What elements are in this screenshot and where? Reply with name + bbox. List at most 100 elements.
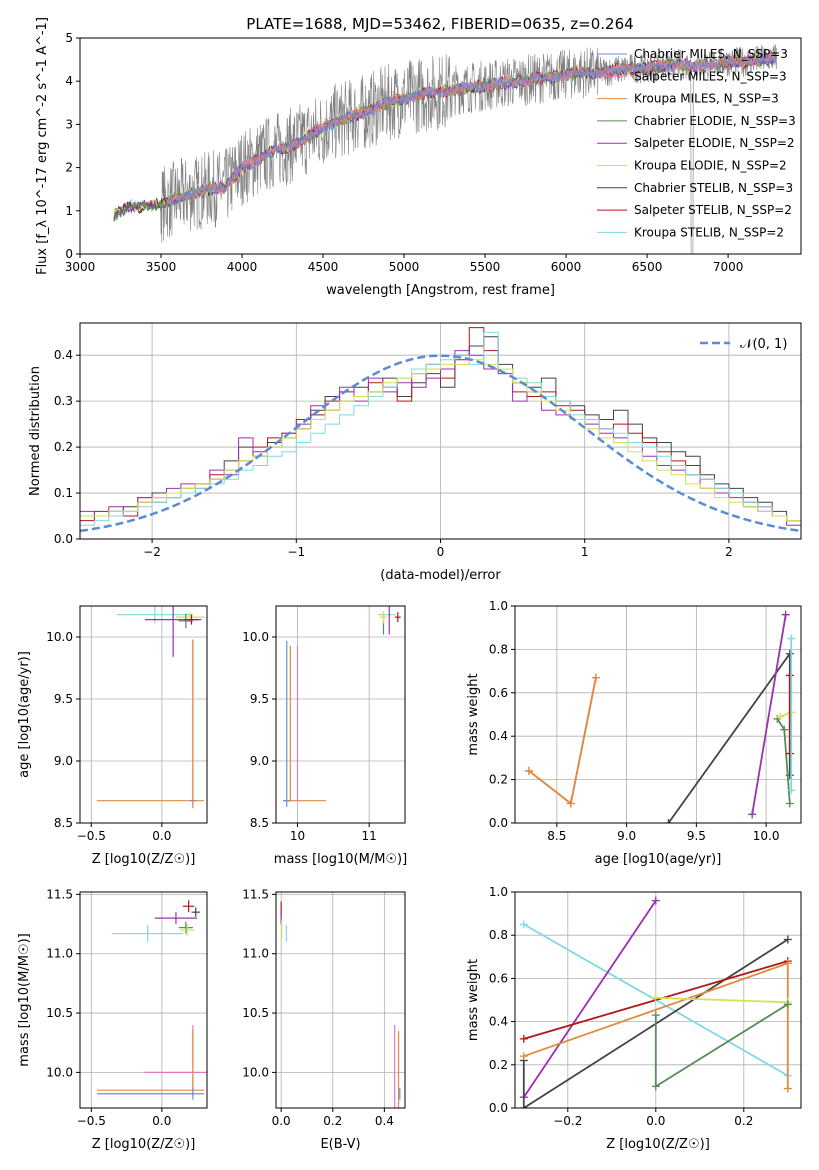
weight-marker [519, 1052, 528, 1061]
y-tick-label: 11.5 [46, 887, 73, 901]
x-tick-label: 5500 [470, 260, 501, 274]
weight-marker [519, 1104, 528, 1108]
legend-label: Kroupa ELODIE, N_SSP=2 [634, 159, 787, 173]
x-tick-label: −2 [143, 545, 161, 559]
weight-marker [651, 1082, 660, 1091]
x-tick-label: 1 [581, 545, 589, 559]
weight-series-line [667, 650, 791, 823]
x-tick-label: 0.4 [375, 1114, 394, 1128]
mass-vs-metallicity-plot: −0.5 0.0 10.0 10.5 11.0 11.5 Z [log10(Z/Z☉)] ma… [17, 887, 208, 1152]
x-tick-label: 2 [725, 545, 733, 559]
x-tick-label: 11 [362, 829, 377, 843]
y-tick-label: 0 [65, 247, 73, 261]
y-tick-label: 9.5 [54, 692, 73, 706]
x-tick-label: 10 [290, 829, 305, 843]
y-tick-label: 1 [65, 204, 73, 218]
legend-label: Kroupa MILES, N_SSP=3 [634, 92, 779, 106]
legend-label: Chabrier STELIB, N_SSP=3 [634, 181, 793, 195]
legend-label: Salpeter STELIB, N_SSP=2 [634, 203, 792, 217]
plot-area [519, 896, 792, 1108]
x-axis-label: age [log10(age/yr)] [595, 852, 722, 867]
x-axis-label: Z [log10(Z/Z☉)] [606, 1137, 710, 1152]
model-spectrum-line [167, 53, 777, 207]
y-tick-label: 0.0 [54, 532, 73, 546]
weight-series-line [528, 677, 597, 806]
axes-frame [79, 605, 208, 824]
y-tick-label: 10.0 [46, 630, 73, 644]
gaussian-reference-curve [80, 354, 801, 533]
x-tick-label: 7000 [713, 260, 744, 274]
spectrum-plot: 3000 3500 4000 4500 5000 5500 6000 6500 7000 0 1 2 3… [35, 17, 802, 298]
weight-series-line [528, 677, 597, 806]
x-tick-label: −0.5 [77, 829, 106, 843]
y-tick-label: 8.5 [250, 816, 269, 830]
x-tick-label: 0.0 [272, 1114, 291, 1128]
plot-area [113, 44, 777, 254]
weight-series-line [522, 938, 789, 1108]
y-axis-label: mass [log10(M/M☉)] [17, 933, 32, 1066]
weight-marker [783, 1000, 792, 1009]
weight-marker [785, 649, 794, 658]
y-tick-label: 0.3 [54, 394, 73, 408]
x-axis-label: Z [log10(Z/Z☉)] [92, 852, 196, 867]
weight-marker [591, 673, 600, 682]
weight-marker [524, 766, 533, 775]
axes-frame [79, 322, 802, 540]
spectrum-title: PLATE=1688, MJD=53462, FIBERID=0635, z=0… [246, 15, 633, 33]
weight-series-line [654, 1003, 789, 1089]
weight-series-line [523, 900, 657, 1098]
y-tick-label: 0.4 [489, 729, 508, 743]
mass-vs-ebv-plot: 0.0 0.2 0.4 10.0 10.5 11.0 11.5 E(B-V) [242, 887, 406, 1152]
y-tick-label: 0.6 [489, 971, 508, 985]
residuals-histogram: −2 −1 0 1 2 0.0 0.1 0.2 0.3 0.4 𝒩(0, 1) (data-model… [28, 322, 802, 583]
x-axis-label: wavelength [Angstrom, rest frame] [326, 283, 555, 298]
y-tick-label: 0.8 [489, 928, 508, 942]
legend-label: Kroupa STELIB, N_SSP=2 [634, 225, 784, 239]
x-tick-label: 0 [437, 545, 445, 559]
weight-marker [785, 671, 794, 680]
y-tick-label: 10.0 [242, 630, 269, 644]
weight-marker [664, 819, 673, 823]
y-tick-label: 10.5 [46, 1006, 73, 1020]
weight-marker [787, 786, 796, 795]
y-tick-label: 0.2 [489, 773, 508, 787]
x-tick-label: 4000 [227, 260, 258, 274]
weight-marker [785, 749, 794, 758]
legend-label: Salpeter MILES, N_SSP=3 [634, 69, 787, 83]
x-tick-label: 6500 [632, 260, 663, 274]
x-tick-label: −0.5 [77, 1114, 106, 1128]
y-tick-label: 10.0 [46, 1065, 73, 1079]
y-tick-label: 11.0 [46, 947, 73, 961]
y-tick-label: 3 [65, 117, 73, 131]
weight-marker [780, 725, 789, 734]
y-axis-label: age [log10(age/yr)] [17, 651, 32, 778]
y-tick-label: 9.5 [250, 692, 269, 706]
y-tick-label: 0.0 [489, 816, 508, 830]
y-tick-label: 8.5 [54, 816, 73, 830]
y-tick-label: 0.6 [489, 686, 508, 700]
axes-frame [275, 891, 406, 1109]
age-vs-mass-plot: 10 11 8.5 9.0 9.5 10.0 mass [log10(M/M☉)] [242, 605, 407, 867]
weight-marker [519, 1034, 528, 1043]
y-tick-label: 0.4 [54, 348, 73, 362]
y-tick-label: 10.5 [242, 1006, 269, 1020]
y-axis-label: mass weight [466, 959, 481, 1041]
weight-marker [781, 610, 790, 619]
x-axis-label: Z [log10(Z/Z☉)] [92, 1137, 196, 1152]
x-tick-label: −0.2 [553, 1114, 582, 1128]
histogram-series-line [80, 359, 801, 539]
axes-frame [79, 37, 802, 255]
legend-label: 𝒩(0, 1) [740, 337, 787, 352]
x-axis-label: mass [log10(M/M☉)] [274, 852, 407, 867]
weight-vs-metallicity-plot: −0.2 0.0 0.2 0.0 0.2 0.4 0.6 0.8 1.0 Z [log10(Z/Z… [466, 885, 802, 1152]
weight-marker [787, 634, 796, 643]
y-tick-label: 11.0 [242, 947, 269, 961]
x-axis-label: E(B-V) [320, 1137, 360, 1152]
plot-area [283, 606, 401, 807]
observed-spectrum-line [113, 44, 777, 254]
y-tick-label: 11.5 [242, 887, 269, 901]
x-tick-label: 6000 [551, 260, 582, 274]
weight-marker [651, 1011, 660, 1020]
y-tick-label: 10.0 [242, 1065, 269, 1079]
